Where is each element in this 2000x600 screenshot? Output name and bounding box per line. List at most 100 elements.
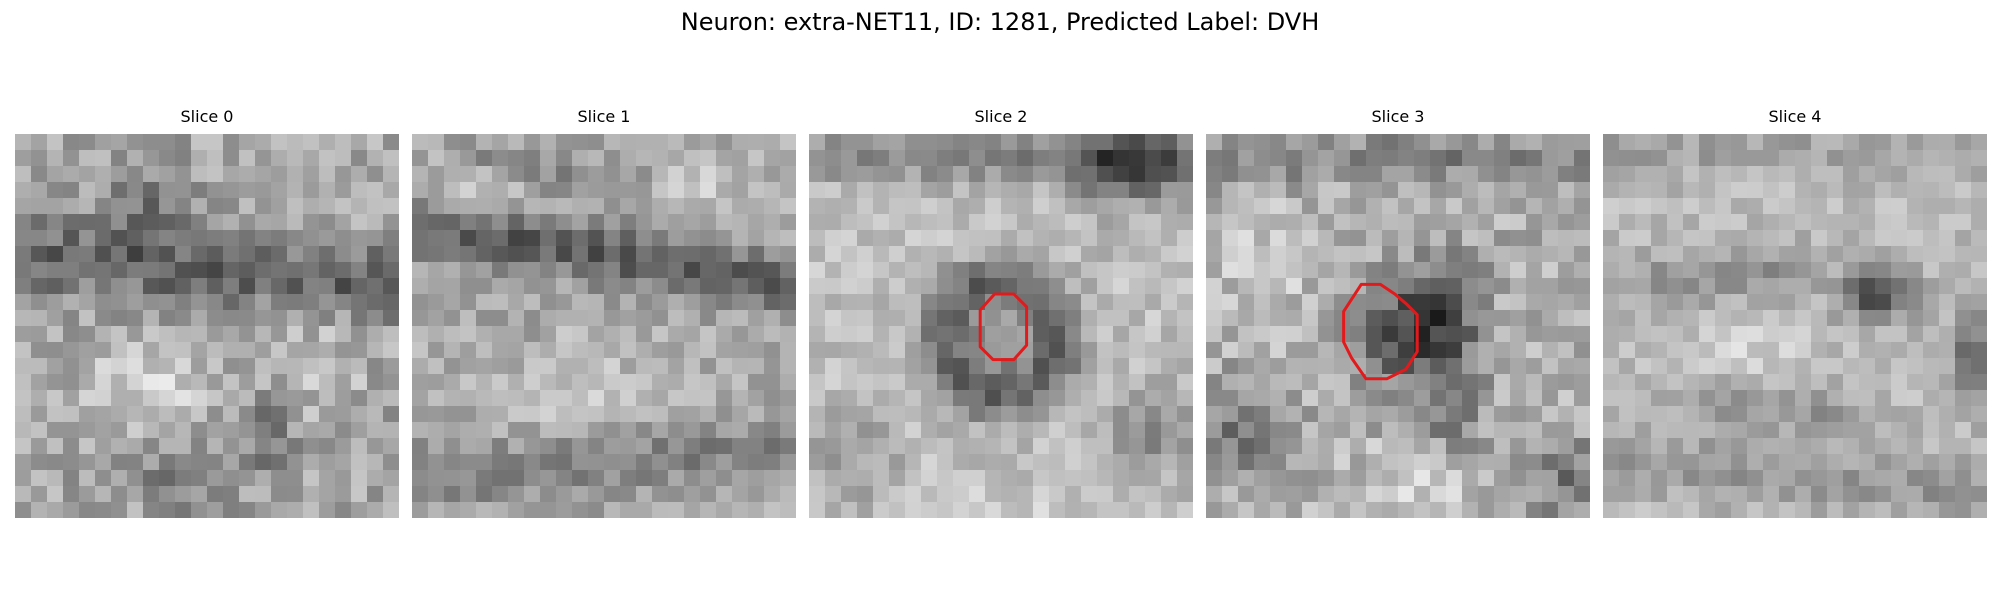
pixel-cell bbox=[1731, 262, 1748, 279]
pixel-cell bbox=[1747, 230, 1764, 247]
pixel-cell bbox=[1907, 262, 1924, 279]
pixel-cell bbox=[1446, 262, 1463, 279]
pixel-cell bbox=[1667, 374, 1684, 391]
pixel-cell bbox=[1731, 390, 1748, 407]
pixel-cell bbox=[1811, 342, 1828, 359]
pixel-cell bbox=[748, 406, 765, 423]
pixel-cell bbox=[764, 166, 781, 183]
pixel-cell bbox=[1843, 278, 1860, 295]
pixel-cell bbox=[79, 470, 96, 487]
pixel-cell bbox=[1763, 486, 1780, 503]
pixel-cell bbox=[335, 502, 352, 518]
pixel-cell bbox=[383, 134, 399, 151]
pixel-cell bbox=[191, 134, 208, 151]
pixel-cell bbox=[1603, 230, 1620, 247]
pixel-cell bbox=[1081, 438, 1098, 455]
pixel-cell bbox=[239, 502, 256, 518]
pixel-cell bbox=[1113, 374, 1130, 391]
pixel-cell bbox=[428, 310, 445, 327]
pixel-cell bbox=[809, 486, 826, 503]
pixel-cell bbox=[524, 390, 541, 407]
pixel-cell bbox=[460, 454, 477, 471]
pixel-cell bbox=[809, 182, 826, 199]
pixel-cell bbox=[412, 214, 429, 231]
pixel-cell bbox=[444, 182, 461, 199]
pixel-cell bbox=[1145, 374, 1162, 391]
pixel-cell bbox=[1683, 390, 1700, 407]
pixel-cell bbox=[1763, 310, 1780, 327]
pixel-cell bbox=[31, 342, 48, 359]
pixel-cell bbox=[1510, 198, 1527, 215]
pixel-cell bbox=[1731, 182, 1748, 199]
pixel-cell bbox=[1715, 134, 1732, 151]
pixel-cell bbox=[1763, 406, 1780, 423]
pixel-cell bbox=[63, 358, 80, 375]
pixel-cell bbox=[508, 278, 525, 295]
pixel-cell bbox=[1923, 150, 1940, 167]
pixel-cell bbox=[700, 214, 717, 231]
pixel-cell bbox=[1145, 438, 1162, 455]
pixel-cell bbox=[588, 166, 605, 183]
pixel-cell bbox=[873, 182, 890, 199]
pixel-cell bbox=[1747, 342, 1764, 359]
pixel-cell bbox=[1001, 470, 1018, 487]
pixel-cell bbox=[1161, 438, 1178, 455]
pixel-cell bbox=[1494, 358, 1511, 375]
pixel-cell bbox=[1494, 230, 1511, 247]
pixel-cell bbox=[1843, 150, 1860, 167]
pixel-cell bbox=[524, 278, 541, 295]
pixel-cell bbox=[1270, 486, 1287, 503]
pixel-cell bbox=[127, 486, 144, 503]
pixel-cell bbox=[287, 230, 304, 247]
pixel-cell bbox=[223, 230, 240, 247]
pixel-cell bbox=[1811, 134, 1828, 151]
pixel-cell bbox=[383, 214, 399, 231]
pixel-cell bbox=[159, 470, 176, 487]
pixel-cell bbox=[1763, 502, 1780, 518]
pixel-cell bbox=[1049, 278, 1066, 295]
pixel-cell bbox=[1811, 214, 1828, 231]
pixel-cell bbox=[111, 182, 128, 199]
pixel-cell bbox=[271, 502, 288, 518]
pixel-cell bbox=[841, 166, 858, 183]
pixel-cell bbox=[1161, 214, 1178, 231]
pixel-cell bbox=[1955, 454, 1972, 471]
pixel-cell bbox=[1238, 294, 1255, 311]
pixel-cell bbox=[921, 342, 938, 359]
pixel-cell bbox=[143, 502, 160, 518]
pixel-cell bbox=[287, 502, 304, 518]
pixel-cell bbox=[1683, 134, 1700, 151]
pixel-cell bbox=[540, 214, 557, 231]
pixel-cell bbox=[63, 214, 80, 231]
pixel-cell bbox=[143, 134, 160, 151]
pixel-cell bbox=[1017, 166, 1034, 183]
pixel-cell bbox=[79, 262, 96, 279]
pixel-cell bbox=[953, 422, 970, 439]
pixel-cell bbox=[191, 470, 208, 487]
pixel-cell bbox=[969, 230, 986, 247]
pixel-cell bbox=[620, 502, 637, 518]
pixel-cell bbox=[1891, 502, 1908, 518]
pixel-cell bbox=[1001, 214, 1018, 231]
pixel-cell bbox=[1097, 294, 1114, 311]
pixel-cell bbox=[841, 310, 858, 327]
pixel-cell bbox=[1129, 454, 1146, 471]
pixel-cell bbox=[1366, 246, 1383, 263]
pixel-cell bbox=[1478, 198, 1495, 215]
pixel-cell bbox=[1715, 358, 1732, 375]
pixel-cell bbox=[1270, 198, 1287, 215]
pixel-cell bbox=[1446, 422, 1463, 439]
pixel-cell bbox=[1795, 134, 1812, 151]
pixel-cell bbox=[175, 150, 192, 167]
pixel-cell bbox=[79, 150, 96, 167]
pixel-cell bbox=[540, 486, 557, 503]
pixel-cell bbox=[1843, 390, 1860, 407]
pixel-cell bbox=[716, 502, 733, 518]
pixel-cell bbox=[383, 230, 399, 247]
pixel-cell bbox=[460, 198, 477, 215]
pixel-cell bbox=[1145, 246, 1162, 263]
pixel-cell bbox=[207, 198, 224, 215]
pixel-cell bbox=[175, 422, 192, 439]
pixel-cell bbox=[1526, 182, 1543, 199]
pixel-cell bbox=[1875, 262, 1892, 279]
